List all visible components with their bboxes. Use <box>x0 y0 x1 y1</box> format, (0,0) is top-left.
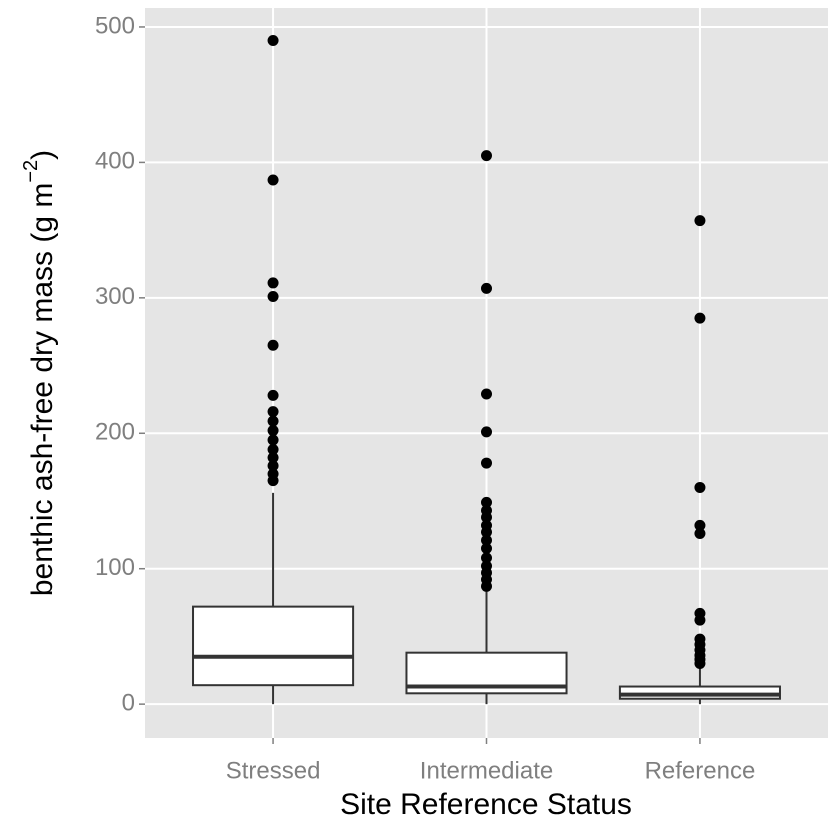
outlier <box>267 290 279 302</box>
outlier <box>694 215 706 227</box>
y-title-part: benthic ash-free dry mass (g m <box>26 183 59 596</box>
y-tick-label: 200 <box>95 419 135 446</box>
outlier <box>694 614 706 626</box>
outlier <box>267 406 279 418</box>
outlier <box>481 511 492 523</box>
outlier <box>694 519 706 531</box>
outlier <box>267 174 279 186</box>
outlier <box>267 339 279 351</box>
outlier <box>267 415 279 427</box>
outlier <box>481 282 492 294</box>
outlier <box>694 312 706 324</box>
x-tick-label: Stressed <box>226 757 321 784</box>
outlier <box>267 425 279 437</box>
y-tick-label: 400 <box>95 148 135 175</box>
x-tick-label: Intermediate <box>420 757 553 784</box>
outlier <box>267 452 279 464</box>
y-tick-label: 300 <box>95 283 135 310</box>
outlier <box>481 552 492 564</box>
outlier <box>481 496 492 508</box>
y-axis-title: benthic ash-free dry mass (g m−2) <box>20 150 59 596</box>
outlier <box>694 658 706 670</box>
outlier <box>267 475 279 487</box>
outlier <box>267 277 279 289</box>
box <box>192 605 355 687</box>
y-title-part: ) <box>26 150 59 160</box>
outlier <box>481 457 492 469</box>
outlier <box>694 481 706 493</box>
outlier <box>267 35 279 47</box>
x-tick-label: Reference <box>645 757 756 784</box>
outlier <box>694 527 706 539</box>
y-title-sup: −2 <box>20 160 42 183</box>
x-axis-title: Site Reference Status <box>340 788 632 821</box>
outlier <box>267 434 279 446</box>
y-tick-label: 100 <box>95 554 135 581</box>
outlier <box>267 389 279 401</box>
outlier <box>481 388 492 400</box>
outlier <box>267 460 279 472</box>
y-tick-label: 500 <box>95 12 135 39</box>
outlier <box>481 542 492 554</box>
y-tick-label: 0 <box>122 689 135 716</box>
outlier <box>481 580 492 592</box>
outlier <box>481 534 492 546</box>
box <box>618 685 781 700</box>
outlier <box>267 444 279 456</box>
outlier <box>481 526 492 538</box>
outlier <box>481 150 492 162</box>
outlier <box>481 426 492 438</box>
